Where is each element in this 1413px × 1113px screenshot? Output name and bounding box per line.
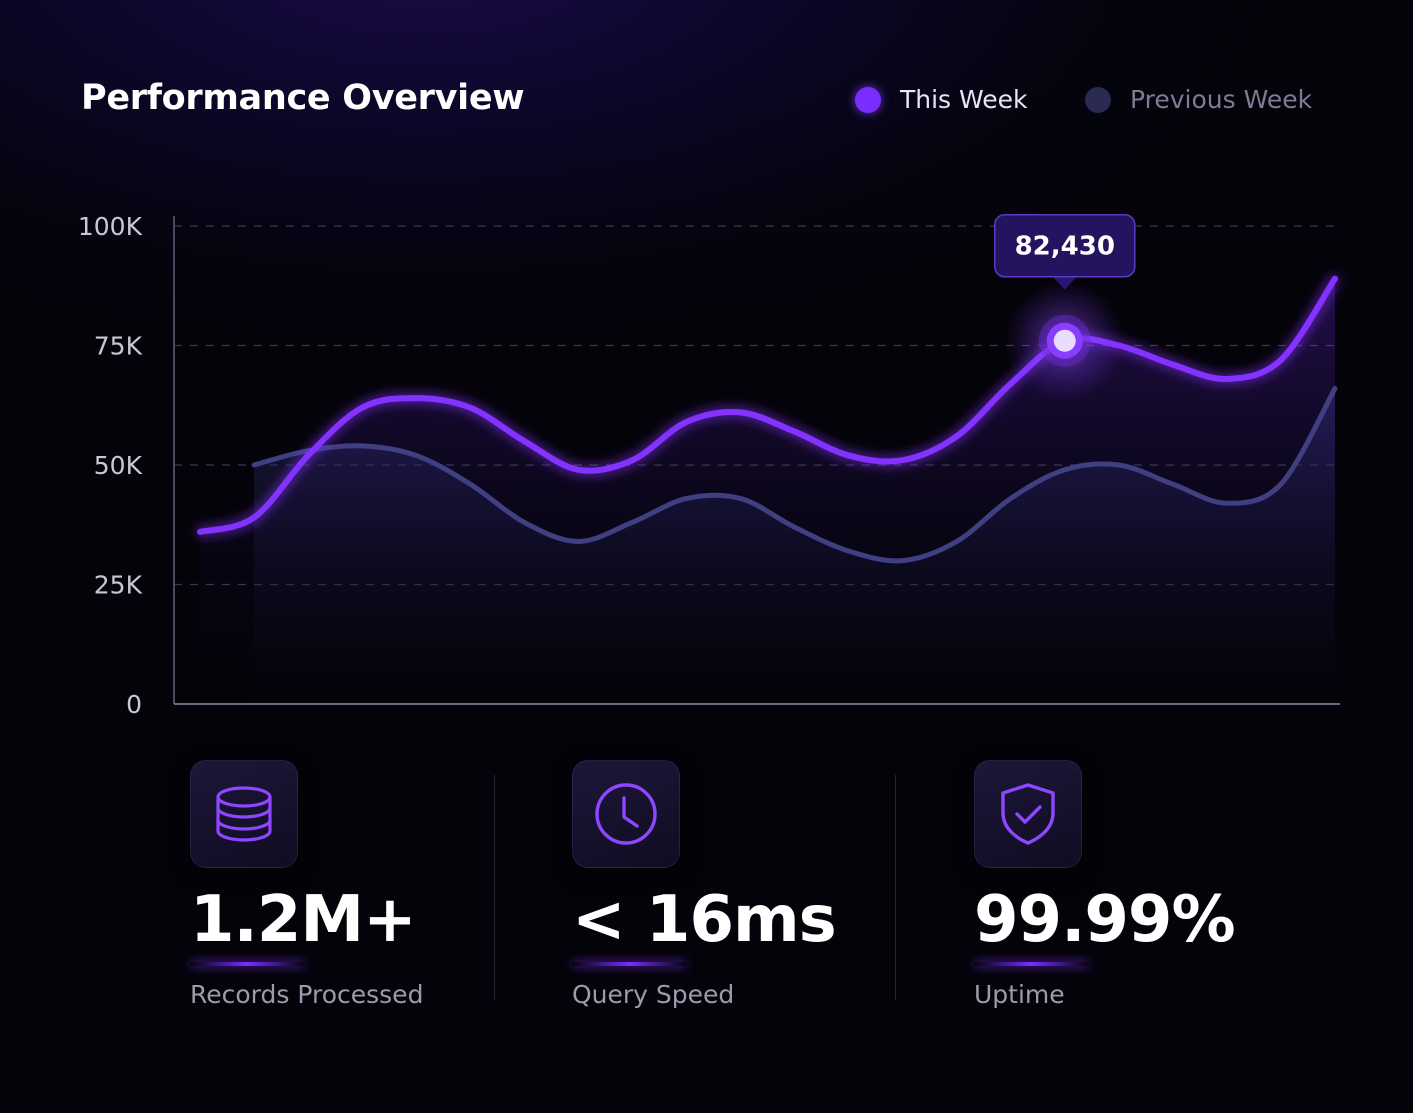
stat-underline	[974, 962, 1089, 966]
stat-label-speed: Query Speed	[572, 980, 735, 1009]
series-line-this-week	[197, 275, 1338, 535]
stat-divider	[895, 775, 896, 1000]
y-tick-label: 75K	[94, 332, 143, 361]
shield-check-icon	[974, 760, 1082, 868]
highlight-point	[1053, 329, 1076, 352]
database-icon	[190, 760, 298, 868]
stat-uptime: 99.99% Uptime	[974, 760, 1236, 1009]
y-tick-label: 25K	[94, 571, 143, 600]
page-title: Performance Overview	[81, 78, 525, 118]
tooltip-box	[994, 213, 1136, 278]
legend-label-this-week: This Week	[900, 85, 1028, 114]
stat-query-speed: < 16ms Query Speed	[572, 760, 837, 1009]
tooltip-pointer	[1052, 276, 1077, 290]
performance-line-chart: 0 25K 50K 75K 100K 82,430	[78, 212, 1340, 719]
stat-value-records: 1.2M+	[190, 883, 417, 957]
stat-label-records: Records Processed	[190, 980, 424, 1009]
series-line-previous-week	[251, 386, 1338, 564]
stat-underline	[190, 962, 305, 966]
y-tick-label: 100K	[78, 212, 143, 241]
legend-label-previous-week: Previous Week	[1130, 85, 1313, 114]
stat-records-processed: 1.2M+ Records Processed	[190, 760, 423, 1009]
stat-label-uptime: Uptime	[974, 980, 1065, 1009]
legend-item-this-week[interactable]: This Week	[855, 85, 1028, 114]
legend-dot-this-week	[855, 86, 881, 113]
legend-dot-previous-week	[1085, 86, 1111, 113]
y-tick-label: 0	[126, 690, 142, 719]
tooltip-value: 82,430	[1015, 232, 1115, 262]
legend-item-previous-week[interactable]: Previous Week	[1085, 85, 1312, 114]
stat-value-uptime: 99.99%	[974, 883, 1236, 957]
stat-underline	[572, 962, 687, 966]
clock-icon	[572, 760, 680, 868]
stat-divider	[494, 775, 495, 1000]
stat-value-speed: < 16ms	[572, 883, 837, 957]
area-this-week	[200, 278, 1335, 704]
y-tick-label: 50K	[94, 451, 143, 480]
